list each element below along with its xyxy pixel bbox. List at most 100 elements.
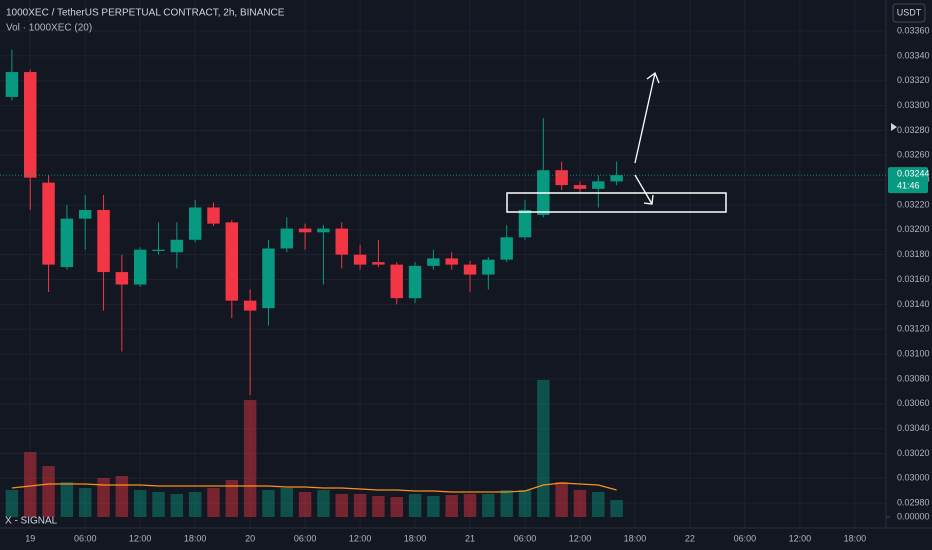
volume-bar [225, 480, 239, 517]
volume-bar [24, 452, 37, 517]
volume-bar [482, 494, 495, 517]
candle-body [262, 248, 275, 309]
last-price-box [888, 167, 928, 194]
candle-body [408, 265, 422, 299]
candle-body [97, 209, 110, 273]
volume-bar [42, 466, 55, 517]
drawn-rectangle [506, 192, 727, 213]
indicator-label: X - SIGNAL [5, 516, 58, 527]
x-tick-label: 18:00 [184, 533, 207, 543]
x-tick-label: 06:00 [514, 533, 537, 543]
y-tick-label: 0.03180 [897, 249, 930, 259]
candle-body [298, 228, 312, 233]
volume-bar [60, 482, 74, 517]
candle-body [24, 72, 37, 178]
volume-bar [133, 490, 147, 517]
volume-bar [317, 490, 330, 517]
x-tick-label: 12:00 [789, 533, 812, 543]
candle-body [42, 182, 55, 265]
currency-button[interactable] [892, 3, 926, 23]
candle-body [427, 258, 440, 266]
candle-body [152, 249, 165, 251]
x-tick-label: 06:00 [734, 533, 757, 543]
volume-bar [427, 496, 440, 517]
y-tick-label: 0.03160 [897, 274, 930, 284]
volume-bar [207, 488, 220, 517]
volume-bar [78, 488, 92, 517]
volume-bar [280, 488, 294, 517]
y-tick-label: 0.03060 [897, 398, 930, 408]
x-tick-label: 06:00 [294, 533, 317, 543]
candle-body [335, 228, 348, 255]
x-tick-label: 20 [245, 533, 255, 543]
x-tick-label: 18:00 [404, 533, 427, 543]
y-tick-label: 0.03020 [897, 448, 930, 458]
candle-body [390, 264, 403, 299]
chart-title: 1000XEC / TetherUS PERPETUAL CONTRACT, 2… [6, 8, 285, 19]
currency-label[interactable]: USDT [897, 7, 922, 17]
candle-body [573, 185, 587, 189]
volume-bar [537, 380, 550, 517]
candle-body [445, 258, 458, 265]
x-tick-label: 12:00 [569, 533, 592, 543]
y-tick-label: 0.02980 [897, 498, 930, 508]
y-tick-label: 0.03340 [897, 50, 930, 60]
y-tick-label: 0.03200 [897, 224, 930, 234]
candle-body [225, 222, 239, 301]
candle-body [500, 237, 513, 260]
x-tick-label: 12:00 [349, 533, 372, 543]
x-tick-label: 18:00 [624, 533, 647, 543]
candle-body [5, 72, 19, 97]
y-tick-label: 0.03080 [897, 373, 930, 383]
candle-body [482, 259, 495, 275]
axis-marker [891, 123, 897, 131]
y2-tick-label: 0.00000 [897, 511, 930, 521]
volume-bar [335, 494, 348, 517]
volume-bar [243, 400, 257, 517]
candle-body [317, 228, 330, 233]
y-tick-label: 0.03220 [897, 199, 930, 209]
volume-ma-line [11, 482, 617, 493]
volume-bar [500, 490, 513, 517]
y-tick-label: 0.03280 [897, 125, 930, 135]
candle-body [610, 175, 623, 182]
volume-bar [353, 494, 367, 517]
x-tick-label: 12:00 [129, 533, 152, 543]
candle-body [372, 262, 385, 265]
candle-body [60, 218, 74, 268]
candle-body [353, 254, 367, 265]
volume-bar [298, 492, 312, 517]
candle-body [133, 249, 147, 285]
overlay: 0.03360 0.03340 0.03320 0.03300 0.03280 0.032… [0, 25, 930, 543]
candle-body [207, 207, 220, 224]
volume-bar [445, 495, 458, 517]
y-tick-label: 0.03260 [897, 150, 930, 160]
volume-bar [5, 490, 19, 517]
x-tick-label: 06:00 [74, 533, 97, 543]
y-tick-label: 0.03040 [897, 423, 930, 433]
candle-body [592, 181, 605, 189]
volume-bar [372, 496, 385, 517]
candle-body [188, 207, 202, 240]
y-tick-label: 0.03360 [897, 25, 930, 35]
volume-pane [5, 380, 623, 517]
volume-bar [518, 490, 532, 517]
y-tick-label: 0.03120 [897, 324, 930, 334]
volume-bar [408, 494, 422, 517]
candle-body [170, 239, 184, 253]
y-tick-label: 0.03140 [897, 299, 930, 309]
y-tick-label: 0.03320 [897, 75, 930, 85]
candle-body [115, 272, 129, 285]
volume-bar [170, 494, 184, 517]
x-tick-label: 18:00 [844, 533, 867, 543]
y-tick-label: 0.03300 [897, 100, 930, 110]
volume-bar [390, 497, 403, 517]
volume-bar [115, 476, 129, 517]
candle-body [463, 264, 477, 275]
x-tick-label: 22 [685, 533, 695, 543]
volume-bar [188, 492, 202, 517]
x-tick-label: 21 [465, 533, 475, 543]
candle-body [518, 209, 532, 238]
